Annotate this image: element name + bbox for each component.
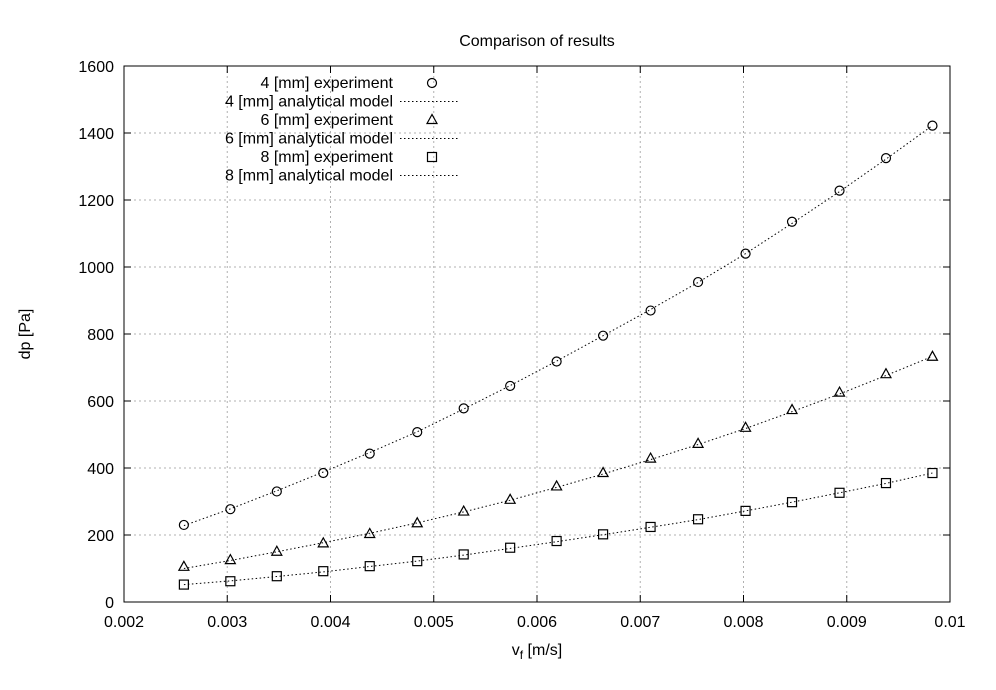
y-tick-label: 800 [87, 327, 114, 344]
tick-layer: 0.002 0.003 0.004 0.005 0.006 0.007 0.008 0.009… [78, 59, 965, 631]
data-point-square [225, 576, 236, 587]
data-point-circle [458, 403, 469, 414]
x-tick-label: 0.002 [104, 614, 144, 631]
data-point-circle [692, 276, 704, 288]
model-line-series-5 [183, 472, 933, 586]
data-point-square [318, 566, 329, 577]
data-point-circle [834, 185, 845, 196]
x-tick-label: 0.007 [620, 614, 660, 631]
data-point-circle [505, 380, 516, 392]
data-point-triangle [411, 516, 424, 528]
data-point-circle [927, 120, 938, 131]
data-point-square [597, 529, 609, 540]
data-point-square [178, 579, 189, 590]
y-tick-label: 600 [87, 394, 114, 411]
data-point-circle [364, 448, 375, 459]
x-axis-title-subscript: f [520, 648, 524, 662]
data-point-triangle [833, 385, 846, 397]
data-point-square [364, 561, 375, 572]
y-tick-label: 400 [87, 461, 114, 478]
data-point-triangle [786, 403, 799, 415]
data-point-square [458, 549, 469, 560]
x-tick-label: 0.01 [934, 614, 965, 631]
x-axis-title-unit: [m/s] [523, 642, 562, 659]
data-point-triangle [597, 466, 610, 478]
legend: 4 [mm] experiment 4 [mm] analytical model… [225, 75, 460, 185]
y-tick-label: 1000 [78, 260, 114, 277]
model-line-series-1 [183, 125, 933, 527]
chart-title: Comparison of results [459, 33, 615, 50]
legend-label: 6 [mm] analytical model [225, 131, 393, 148]
data-point-square [740, 505, 751, 516]
data-point-circle [597, 330, 609, 341]
legend-label: 4 [mm] analytical model [225, 94, 393, 111]
data-point-triangle [270, 545, 283, 556]
data-point-triangle [363, 527, 376, 539]
legend-label: 8 [mm] experiment [261, 149, 394, 166]
x-tick-label: 0.008 [723, 614, 763, 631]
data-point-square [271, 571, 282, 582]
legend-marker-square [426, 151, 438, 163]
series-layer [177, 120, 939, 590]
x-tick-label: 0.004 [310, 614, 350, 631]
data-point-square [834, 487, 845, 498]
data-point-square [551, 535, 562, 547]
data-point-triangle [692, 437, 705, 448]
data-point-circle [645, 305, 656, 316]
legend-label: 4 [mm] experiment [261, 75, 394, 92]
data-point-circle [318, 467, 329, 479]
data-point-circle [880, 153, 892, 164]
x-tick-label: 0.005 [414, 614, 454, 631]
legend-label: 8 [mm] analytical model [225, 168, 393, 185]
legend-marker-circle [426, 77, 438, 89]
y-tick-label: 0 [105, 595, 114, 612]
legend-marker-triangle [425, 113, 439, 125]
data-point-triangle [926, 350, 939, 361]
data-point-square [786, 497, 798, 508]
y-axis-title: dp [Pa] [17, 309, 34, 360]
data-point-circle [178, 519, 189, 531]
data-point-circle [551, 356, 562, 367]
data-point-square [927, 467, 938, 479]
data-point-triangle [224, 553, 237, 565]
data-point-triangle [739, 421, 752, 432]
y-tick-label: 1600 [78, 59, 114, 76]
x-tick-label: 0.003 [207, 614, 247, 631]
x-axis-title-main: v [512, 642, 520, 659]
data-point-circle [786, 216, 798, 227]
data-point-triangle [504, 493, 517, 504]
data-point-triangle [177, 560, 190, 571]
data-point-circle [412, 427, 423, 438]
data-point-triangle [879, 367, 893, 379]
data-point-square [412, 556, 423, 567]
data-point-square [692, 514, 704, 525]
x-axis-title: vf [m/s] [512, 642, 562, 662]
data-point-circle [225, 504, 236, 515]
data-point-circle [740, 248, 751, 259]
data-point-triangle [550, 479, 563, 491]
data-point-square [880, 477, 892, 489]
x-tick-label: 0.009 [827, 614, 867, 631]
y-tick-label: 200 [87, 528, 114, 545]
y-tick-label: 1200 [78, 193, 114, 210]
data-point-triangle [457, 504, 470, 516]
data-point-circle [271, 486, 282, 497]
data-point-square [645, 521, 656, 533]
legend-label: 6 [mm] experiment [261, 112, 394, 129]
data-point-triangle [644, 451, 657, 463]
x-tick-label: 0.006 [517, 614, 557, 631]
data-point-triangle [317, 536, 330, 548]
y-tick-label: 1400 [78, 126, 114, 143]
data-point-square [505, 542, 516, 553]
